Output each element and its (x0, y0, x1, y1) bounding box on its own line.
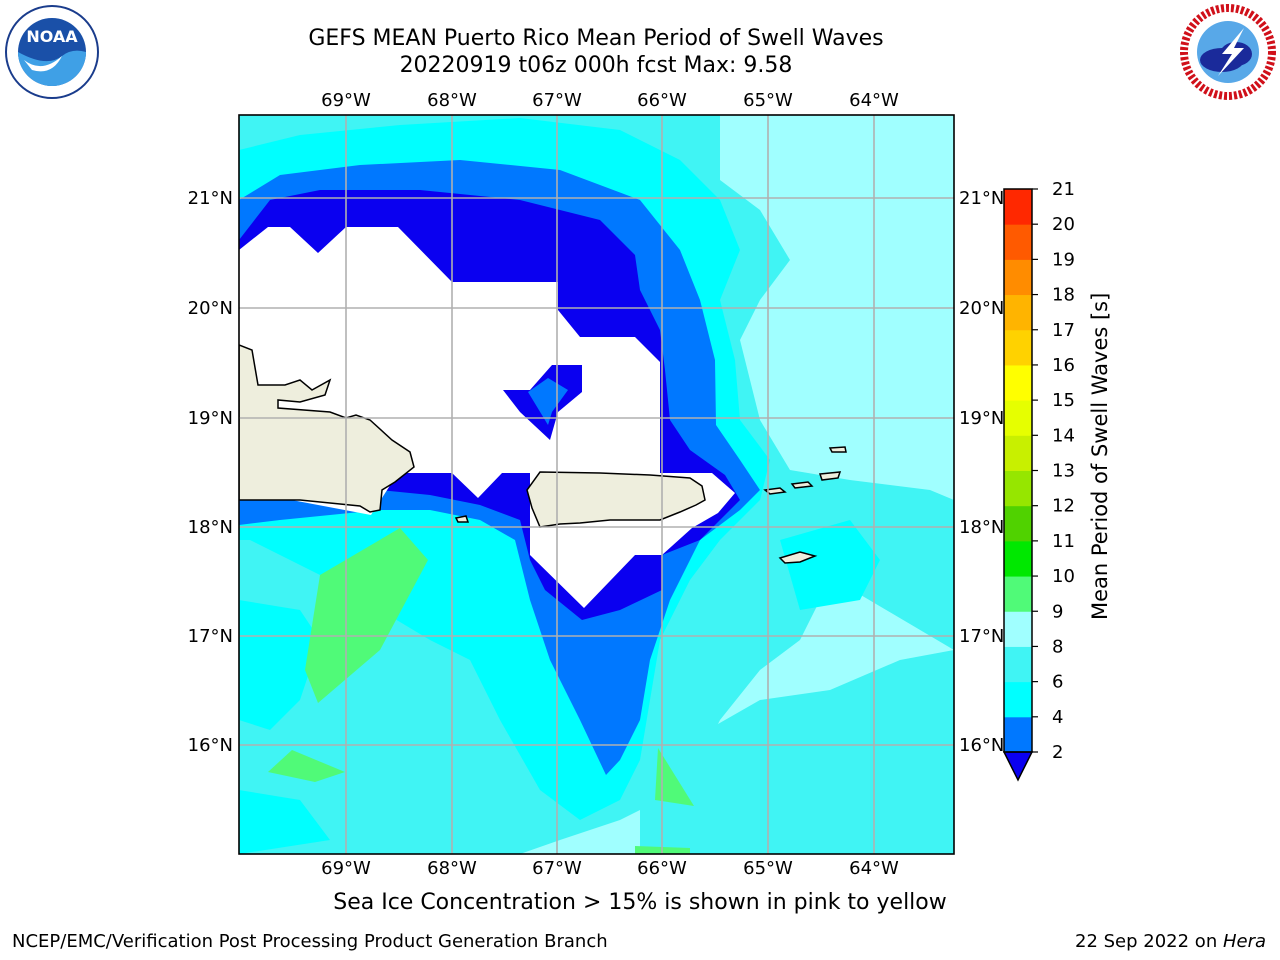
lon-label-bottom: 64°W (849, 858, 899, 879)
graticule (239, 115, 954, 854)
land-hispaniola (239, 344, 415, 513)
colorbar-under-arrow (1002, 751, 1034, 782)
colorbar-label: Mean Period of Swell Waves [s] (1088, 292, 1112, 620)
nws-logo-icon (1180, 4, 1276, 100)
lon-label-bottom: 69°W (321, 858, 371, 879)
colorbar-tick-label: 2 (1052, 742, 1063, 763)
colorbar-segment (1004, 294, 1032, 331)
lon-label-bottom: 67°W (532, 858, 582, 879)
lat-label-left: 18°N (188, 517, 233, 538)
lon-label-bottom: 68°W (427, 858, 477, 879)
contour-fill-4-6 (239, 790, 330, 854)
colorbar-tick-label: 15 (1052, 390, 1075, 411)
colorbar-segment (1004, 470, 1032, 507)
contour-fill-9-10 (268, 750, 345, 782)
colorbar-tick-label: 4 (1052, 707, 1063, 728)
colorbar-segment (1004, 611, 1032, 647)
lat-label-left: 19°N (188, 408, 233, 429)
map-title-line2: 20220919 t06z 000h fcst Max: 9.58 (399, 53, 793, 78)
colorbar-tick-label: 16 (1052, 355, 1075, 376)
map-title-line1: GEFS MEAN Puerto Rico Mean Period of Swe… (308, 26, 884, 51)
colorbar-tick-label: 17 (1052, 320, 1075, 341)
colorbar-tick-label: 21 (1052, 179, 1075, 200)
noaa-logo-text: NOAA (26, 27, 78, 46)
land-virgin-islands (778, 551, 818, 564)
colorbar-segment (1004, 681, 1032, 718)
lon-label-bottom: 65°W (743, 858, 793, 879)
colorbar-tick-label: 20 (1052, 214, 1075, 235)
lon-label-top: 67°W (532, 90, 582, 111)
footer-host: Hera (1222, 931, 1266, 952)
colorbar-tick-label: 10 (1052, 566, 1075, 587)
lon-label-top: 69°W (321, 90, 371, 111)
colorbar-tick-label: 13 (1052, 461, 1075, 482)
lat-label-right: 21°N (959, 188, 1004, 209)
colorbar-segment (1004, 716, 1032, 753)
land-puerto-rico (526, 471, 706, 528)
land-island (454, 515, 470, 523)
footer-date-text: 22 Sep 2022 on (1075, 931, 1223, 952)
lat-label-left: 21°N (188, 188, 233, 209)
footer-date: 22 Sep 2022 on Hera (1075, 931, 1266, 952)
lat-label-right: 16°N (959, 735, 1004, 756)
colorbar-segment (1004, 329, 1032, 366)
colorbar-segment (1004, 576, 1032, 612)
contour-fill-6-8 (640, 500, 954, 854)
contour-fill-4-6 (239, 600, 320, 730)
colorbar-tick-label: 12 (1052, 496, 1075, 517)
lat-label-right: 17°N (959, 626, 1004, 647)
lat-label-right: 18°N (959, 517, 1004, 538)
lat-label-left: 17°N (188, 626, 233, 647)
colorbar-segment (1004, 435, 1032, 471)
colorbar-tick-label: 19 (1052, 249, 1075, 270)
lat-label-left: 16°N (188, 735, 233, 756)
lat-label-left: 20°N (188, 298, 233, 319)
lon-label-top: 65°W (743, 90, 793, 111)
colorbar-segment (1004, 189, 1032, 225)
colorbar-tick-label: 14 (1052, 425, 1075, 446)
land-virgin-islands (818, 471, 842, 481)
colorbar: 2 4 6 8 9 10 11 12 13 14 15 16 17 18 19 20 21 (1002, 179, 1075, 782)
colorbar-segment (1004, 224, 1032, 260)
lat-label-right: 20°N (959, 298, 1004, 319)
sea-ice-note: Sea Ice Concentration > 15% is shown in … (333, 890, 947, 915)
colorbar-tick-label: 6 (1052, 672, 1063, 693)
land-virgin-islands (790, 481, 814, 489)
lon-label-top: 66°W (637, 90, 687, 111)
footer-credit: NCEP/EMC/Verification Post Processing Pr… (12, 931, 608, 952)
colorbar-segment (1004, 259, 1032, 296)
colorbar-tick-label: 9 (1052, 601, 1063, 622)
colorbar-tick-label: 8 (1052, 636, 1063, 657)
colorbar-tick-label: 11 (1052, 531, 1075, 552)
lon-label-bottom: 66°W (637, 858, 687, 879)
colorbar-tick-label: 18 (1052, 285, 1075, 306)
colorbar-segment (1004, 364, 1032, 401)
contour-fill-2-4 (528, 378, 568, 425)
colorbar-segment (1004, 400, 1032, 436)
contour-fill-9-10 (305, 528, 428, 703)
noaa-logo-icon: NOAA (5, 5, 99, 99)
map-frame (238, 114, 955, 855)
land-island (828, 446, 847, 453)
colorbar-segment (1004, 646, 1032, 683)
contour-fill-9-10 (655, 748, 694, 806)
lon-label-top: 64°W (849, 90, 899, 111)
colorbar-segment (1004, 540, 1032, 577)
contour-fill-4-6 (780, 520, 880, 610)
lat-label-right: 19°N (959, 408, 1004, 429)
colorbar-segment (1004, 505, 1032, 542)
lon-label-top: 68°W (427, 90, 477, 111)
